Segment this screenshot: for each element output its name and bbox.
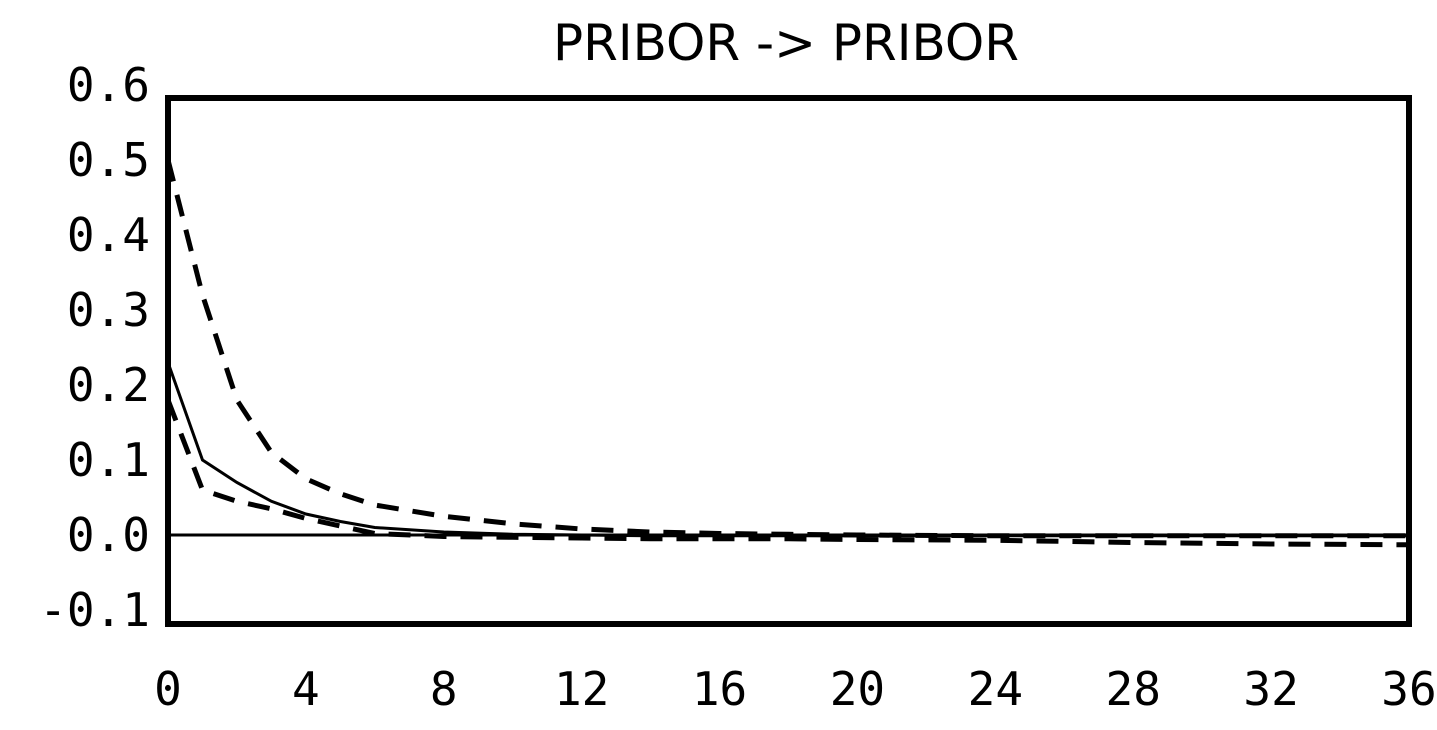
x-tick-label: 36 (1381, 662, 1436, 716)
y-tick-label: 0.5 (67, 133, 150, 187)
y-tick-label: 0.2 (67, 358, 150, 412)
x-tick-label: 12 (554, 662, 609, 716)
y-tick-label: 0.3 (67, 283, 150, 337)
y-tick-label: -0.1 (39, 583, 150, 637)
x-tick-label: 20 (830, 662, 885, 716)
chart-title: PRIBOR -> PRIBOR (553, 14, 1019, 72)
x-tick-label: 8 (430, 662, 458, 716)
series-line-3 (165, 399, 1410, 548)
y-tick-label: 0.6 (67, 58, 150, 112)
y-axis-ticks: 0.6 0.5 0.4 0.3 0.2 0.1 0.0 -0.1 (39, 58, 150, 637)
x-axis-ticks: 0 4 8 12 16 20 24 28 32 36 (154, 662, 1437, 716)
y-tick-label: 0.0 (67, 508, 150, 562)
y-tick-label: 0.4 (67, 208, 150, 262)
plot-area (165, 159, 1410, 548)
x-tick-label: 16 (692, 662, 747, 716)
x-tick-label: 0 (154, 662, 182, 716)
x-tick-label: 32 (1243, 662, 1298, 716)
series-line-2 (165, 159, 1409, 539)
x-tick-label: 4 (292, 662, 320, 716)
plot-frame (165, 95, 1412, 627)
series-line-1 (166, 361, 1409, 538)
x-tick-label: 28 (1106, 662, 1161, 716)
y-tick-label: 0.1 (67, 433, 150, 487)
x-tick-label: 24 (968, 662, 1023, 716)
